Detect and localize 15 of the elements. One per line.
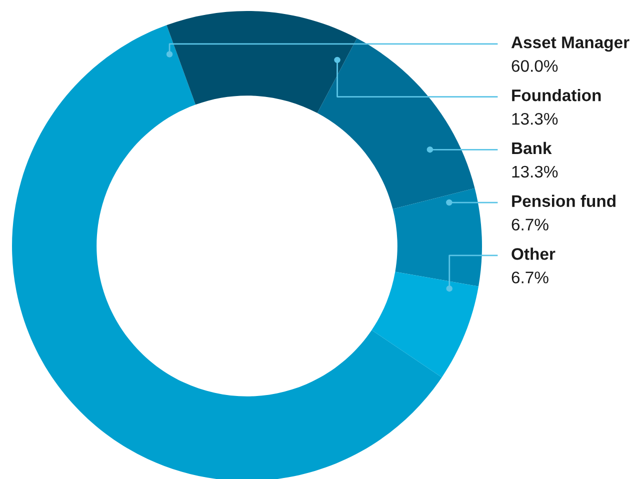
donut-slice xyxy=(392,188,482,286)
data-label: 60.0% xyxy=(512,60,558,72)
donut-slice xyxy=(372,272,479,378)
slice-label: Foundation xyxy=(512,89,601,102)
donut-slice xyxy=(166,11,357,114)
slice-label: Pension fund xyxy=(512,194,616,207)
slice-label: Other xyxy=(512,248,556,260)
slice-label: Asset Manager xyxy=(511,36,630,52)
slice-label: Bank xyxy=(512,142,552,154)
data-label: 6.7% xyxy=(512,218,548,230)
data-label: 13.3% xyxy=(512,112,558,125)
donut-slice xyxy=(317,38,475,210)
donut-slice xyxy=(12,25,442,479)
data-label: 6.7% xyxy=(512,272,548,284)
data-label: 13.3% xyxy=(512,166,558,178)
